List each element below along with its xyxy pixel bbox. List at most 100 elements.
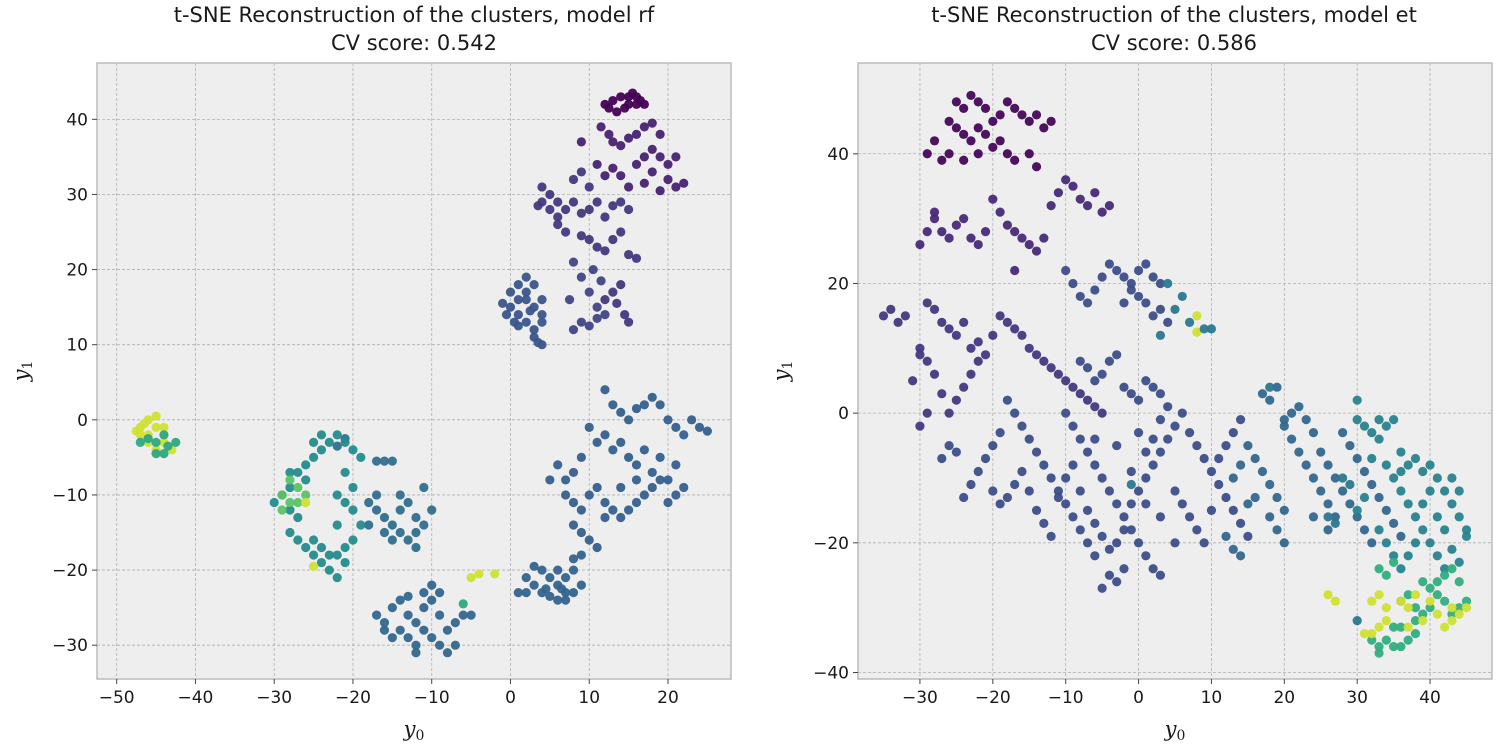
scatter-point [545,572,555,583]
scatter-point [995,428,1005,438]
scatter-point [348,535,358,545]
scatter-point [1228,473,1238,483]
scatter-point [340,557,350,568]
scatter-point [1403,460,1413,470]
scatter-point [395,505,405,515]
scatter-point [1163,317,1173,327]
scatter-point [1418,466,1428,477]
scatter-point [600,512,610,523]
scatter-point [973,356,983,366]
scatter-point [364,520,374,530]
scatter-point [340,467,350,478]
scatter-point [639,178,649,188]
scatter-point [1316,486,1326,496]
scatter-point [1061,265,1071,276]
scatter-point [1010,324,1020,334]
scatter-point [1323,590,1333,600]
scatter-point [612,107,622,117]
scatter-point [1141,551,1151,561]
scatter-point [395,595,405,605]
scatter-point [1024,343,1034,353]
x-tick-label: −40 [178,688,214,708]
scatter-point [379,618,390,628]
scatter-point [624,317,634,327]
scatter-point [937,453,947,464]
scatter-point [655,186,665,196]
scatter-point [616,141,626,151]
scatter-point [324,550,334,560]
scatter-point [1403,590,1413,600]
scatter-point [639,400,649,410]
scatter-point [561,490,571,500]
scatter-point [324,565,334,575]
scatter-point [285,497,295,508]
x-tick-label: −30 [256,688,292,708]
scatter-point [1359,466,1370,477]
scatter-point [1403,603,1413,613]
scatter-point [1359,492,1370,503]
scatter-point [1046,201,1056,211]
scatter-point [1381,616,1391,626]
scatter-point [1425,486,1435,496]
scatter-point [973,239,983,250]
scatter-point [1133,291,1144,302]
scatter-point [1148,272,1158,282]
y-tick-label: 20 [66,261,88,281]
scatter-point [929,207,940,217]
scatter-point [1155,389,1166,399]
chart-title: t-SNE Reconstruction of the clusters, mo… [931,3,1417,27]
scatter-point [1316,447,1326,457]
scatter-point [1082,363,1093,373]
scatter-point [647,482,657,493]
scatter-point [1396,447,1406,457]
scatter-point [1184,317,1195,327]
scatter-point [1097,207,1107,217]
scatter-point [1090,402,1100,412]
scatter-point [922,149,932,159]
scatter-point [505,302,516,312]
scatter-point [1447,499,1457,509]
scatter-point [980,350,991,360]
scatter-point [1126,525,1136,535]
x-tick-label: −10 [1048,688,1084,708]
scatter-point [1454,557,1464,567]
scatter-point [1381,570,1391,580]
scatter-point [1082,447,1093,457]
scatter-point [1381,635,1391,645]
scatter-point [1039,356,1049,366]
scatter-point [561,204,571,215]
scatter-point [1155,304,1166,314]
scatter-point [1367,635,1377,645]
scatter-point [1410,603,1421,613]
scatter-point [1367,629,1377,639]
scatter-point [568,497,579,508]
scatter-point [135,437,145,447]
scatter-point [1440,570,1450,580]
scatter-point [1374,648,1384,658]
scatter-point [1090,518,1100,528]
scatter-point [411,527,421,538]
scatter-point [1024,116,1034,126]
scatter-point [995,207,1005,217]
scatter-point [631,497,642,508]
scatter-point [521,272,531,282]
scatter-point [1359,629,1370,639]
scatter-point [616,92,626,102]
scatter-point [647,392,657,402]
scatter-point [951,447,961,457]
scatter-point [131,426,141,436]
scatter-point [561,572,571,583]
scatter-point [364,497,374,508]
scatter-point [533,201,543,211]
scatter-point [1177,408,1187,418]
scatter-point [1410,453,1421,464]
scatter-point [1068,382,1078,392]
scatter-point [1352,395,1362,405]
scatter-point [1367,453,1377,464]
scatter-point [285,527,295,538]
scatter-point [1440,564,1450,574]
scatter-point [1126,285,1136,295]
scatter-point [411,640,421,650]
scatter-point [1119,272,1129,282]
scatter-point [1155,570,1166,580]
